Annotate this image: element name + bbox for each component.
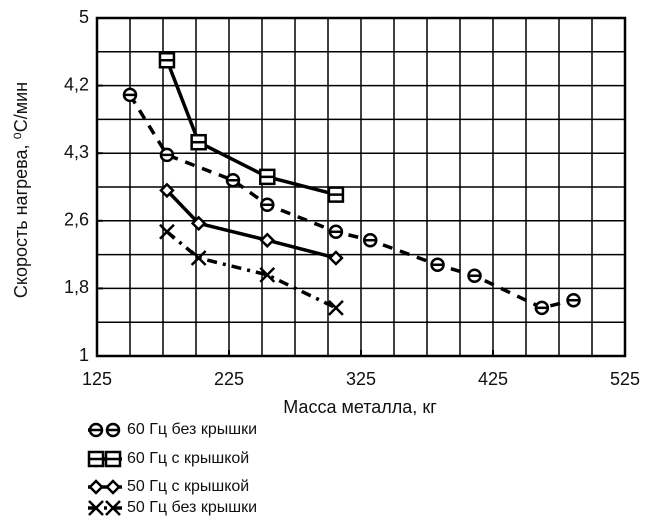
marker: [88, 422, 104, 438]
marker: [104, 450, 122, 468]
marker: [87, 450, 105, 468]
series-line: [165, 59, 337, 197]
marker: [225, 172, 241, 188]
marker: [260, 197, 275, 212]
marker: [122, 87, 138, 103]
marker: [88, 479, 104, 495]
legend-label: 60 Гц без крышки: [127, 421, 257, 438]
marker: [327, 186, 345, 203]
marker: [105, 422, 121, 438]
x-tick-label: 125: [82, 369, 112, 389]
marker: [259, 266, 276, 283]
marker: [259, 168, 276, 186]
y-tick-label: 4,2: [64, 74, 89, 94]
legend-label: 60 Гц с крышкой: [127, 450, 249, 467]
series-line: [165, 189, 337, 260]
marker: [159, 182, 175, 199]
legend-label: 50 Гц без крышки: [127, 499, 257, 516]
marker: [534, 300, 550, 316]
marker: [328, 250, 344, 266]
marker: [566, 292, 581, 308]
y-tick-label: 1,8: [64, 277, 89, 297]
series-line: [128, 93, 574, 310]
marker: [105, 479, 121, 495]
y-axis-title: Скорость нагрева, ⁰С/мин: [11, 82, 31, 298]
x-tick-label: 225: [214, 369, 244, 389]
marker: [158, 52, 176, 69]
marker: [190, 215, 207, 232]
y-tick-label: 2,6: [64, 210, 89, 230]
legend-label: 50 Гц с крышкой: [127, 478, 249, 495]
series-line: [165, 230, 337, 310]
x-axis-title: Масса металла, кг: [283, 397, 437, 417]
x-tick-label: 425: [478, 369, 508, 389]
marker: [105, 500, 121, 516]
marker: [328, 224, 344, 240]
marker: [467, 268, 482, 283]
marker: [430, 257, 445, 272]
marker: [159, 147, 175, 163]
marker: [328, 299, 344, 316]
marker: [190, 250, 207, 266]
x-tick-label: 525: [610, 369, 640, 389]
x-tick-label: 325: [346, 369, 376, 389]
marker: [259, 232, 276, 249]
y-tick-label: 4,3: [64, 142, 89, 162]
marker: [362, 232, 378, 248]
marker: [190, 133, 207, 151]
y-tick-label: 5: [79, 7, 89, 27]
y-tick-label: 1: [79, 345, 89, 365]
marker: [159, 223, 175, 240]
marker: [88, 500, 104, 516]
